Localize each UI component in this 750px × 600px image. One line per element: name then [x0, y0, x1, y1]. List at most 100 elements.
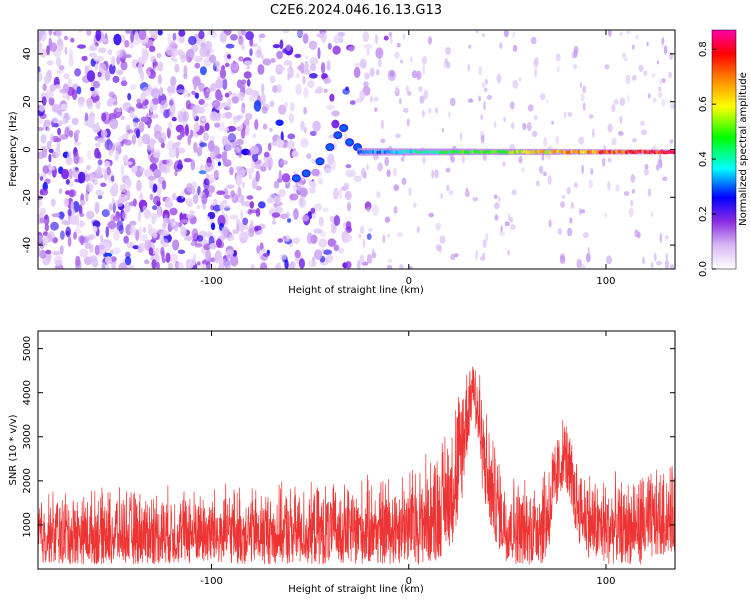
- heatmap-cell: [435, 107, 438, 114]
- heatmap-cell: [74, 141, 82, 146]
- heatmap-cell: [493, 194, 498, 199]
- heatmap-cell: [141, 47, 148, 55]
- heatmap-cell: [305, 153, 312, 160]
- heatmap-cell: [91, 90, 97, 97]
- snr-panel: -100 0 100 1000 2000 3000 4000 5000 Height of s…: [8, 330, 676, 595]
- heatmap-cell: [161, 250, 165, 261]
- heatmap-cell: [435, 244, 442, 252]
- heatmap-cell: [449, 97, 456, 107]
- heatmap-cell: [582, 102, 586, 111]
- heatmap-cell: [630, 174, 636, 183]
- heatmap-cell: [397, 232, 403, 238]
- heatmap-cell: [108, 149, 114, 156]
- heatmap-cell: [39, 217, 46, 224]
- heatmap-cell: [222, 199, 228, 204]
- heatmap-cell: [194, 243, 203, 248]
- heatmap-cell: [531, 130, 538, 138]
- heatmap-cell: [393, 184, 400, 192]
- heatmap-cell: [48, 148, 54, 153]
- heatmap-cell: [187, 93, 191, 97]
- heatmap-cell: [149, 45, 156, 52]
- heatmap-cell: [306, 232, 313, 245]
- heatmap-cell: [543, 137, 548, 147]
- heatmap-cell: [251, 179, 258, 190]
- heatmap-cell: [308, 73, 318, 79]
- heatmap-cell: [48, 153, 52, 163]
- heatmap-cell: [376, 69, 380, 76]
- heatmap-cell: [196, 235, 204, 242]
- heatmap-cell: [665, 252, 669, 261]
- heatmap-cell: [573, 64, 578, 70]
- heatmap-ytick-label: -40: [22, 237, 33, 253]
- heatmap-cell: [190, 241, 196, 247]
- heatmap-cell: [207, 174, 217, 183]
- heatmap-cell: [236, 138, 244, 146]
- heatmap-cell: [237, 91, 245, 101]
- heatmap-cell: [650, 262, 654, 269]
- heatmap-cell: [480, 114, 484, 120]
- heatmap-cell: [503, 116, 507, 122]
- heatmap-cell: [560, 201, 566, 208]
- heatmap-cell: [168, 121, 173, 131]
- heatmap-cell: [573, 45, 579, 55]
- heatmap-cell: [124, 40, 130, 48]
- heatmap-cell: [581, 164, 584, 175]
- heatmap-cell: [46, 140, 52, 150]
- heatmap-cell: [172, 32, 177, 41]
- heatmap-cell: [38, 105, 45, 112]
- heatmap-ytick-label: 0: [22, 146, 33, 152]
- heatmap-cell: [440, 192, 443, 200]
- heatmap-cell: [86, 30, 92, 36]
- heatmap-cell: [138, 121, 145, 133]
- heatmap-cell: [43, 75, 51, 84]
- heatmap-cell: [71, 89, 78, 101]
- heatmap-cell: [289, 193, 299, 201]
- heatmap-cell: [512, 31, 515, 38]
- heatmap-cell: [92, 225, 98, 233]
- heatmap-cell: [156, 200, 161, 207]
- heatmap-cell: [205, 231, 213, 238]
- heatmap-cell: [399, 98, 402, 105]
- heatmap-cell: [647, 93, 651, 99]
- heatmap-cell: [104, 252, 113, 258]
- heatmap-cell: [147, 70, 151, 77]
- heatmap-cell: [431, 169, 435, 179]
- heatmap-cell: [266, 197, 275, 204]
- heatmap-cell: [322, 207, 329, 212]
- heatmap-cell: [60, 230, 65, 240]
- heatmap-cell: [323, 88, 328, 93]
- heatmap-cell: [333, 215, 341, 226]
- heatmap-cell: [221, 226, 229, 238]
- heatmap-cell: [227, 54, 231, 60]
- heatmap-cell: [309, 57, 319, 66]
- heatmap-cell: [137, 62, 143, 75]
- heatmap-cell: [160, 230, 170, 237]
- heatmap-cell: [588, 114, 594, 119]
- heatmap-cell: [118, 135, 123, 143]
- heatmap-cell: [110, 175, 115, 182]
- heatmap-cell: [279, 39, 284, 50]
- heatmap-panel: -100 0 100 -40 -20 0 20 40 Height of straight l…: [8, 29, 749, 296]
- heatmap-cell: [94, 142, 101, 148]
- heatmap-cell: [250, 145, 259, 155]
- heatmap-cell: [155, 247, 160, 254]
- heatmap-cell: [521, 166, 525, 173]
- heatmap-cell: [266, 157, 274, 168]
- heatmap-cell: [287, 133, 296, 140]
- heatmap-cell: [547, 175, 552, 186]
- heatmap-cell: [149, 193, 154, 201]
- heatmap-cell: [38, 71, 43, 83]
- heatmap-cell: [136, 102, 143, 109]
- heatmap-cell: [241, 30, 247, 36]
- heatmap-cell: [193, 80, 197, 90]
- heatmap-cell: [632, 138, 637, 143]
- heatmap-cell: [212, 204, 222, 212]
- heatmap-cell: [668, 71, 672, 79]
- heatmap-cell: [291, 174, 301, 183]
- heatmap-cell: [295, 83, 302, 96]
- heatmap-cell: [143, 208, 151, 219]
- heatmap-cell: [130, 83, 137, 90]
- heatmap-cell: [302, 33, 309, 44]
- heatmap-cell: [203, 132, 209, 142]
- heatmap-cell: [345, 86, 349, 91]
